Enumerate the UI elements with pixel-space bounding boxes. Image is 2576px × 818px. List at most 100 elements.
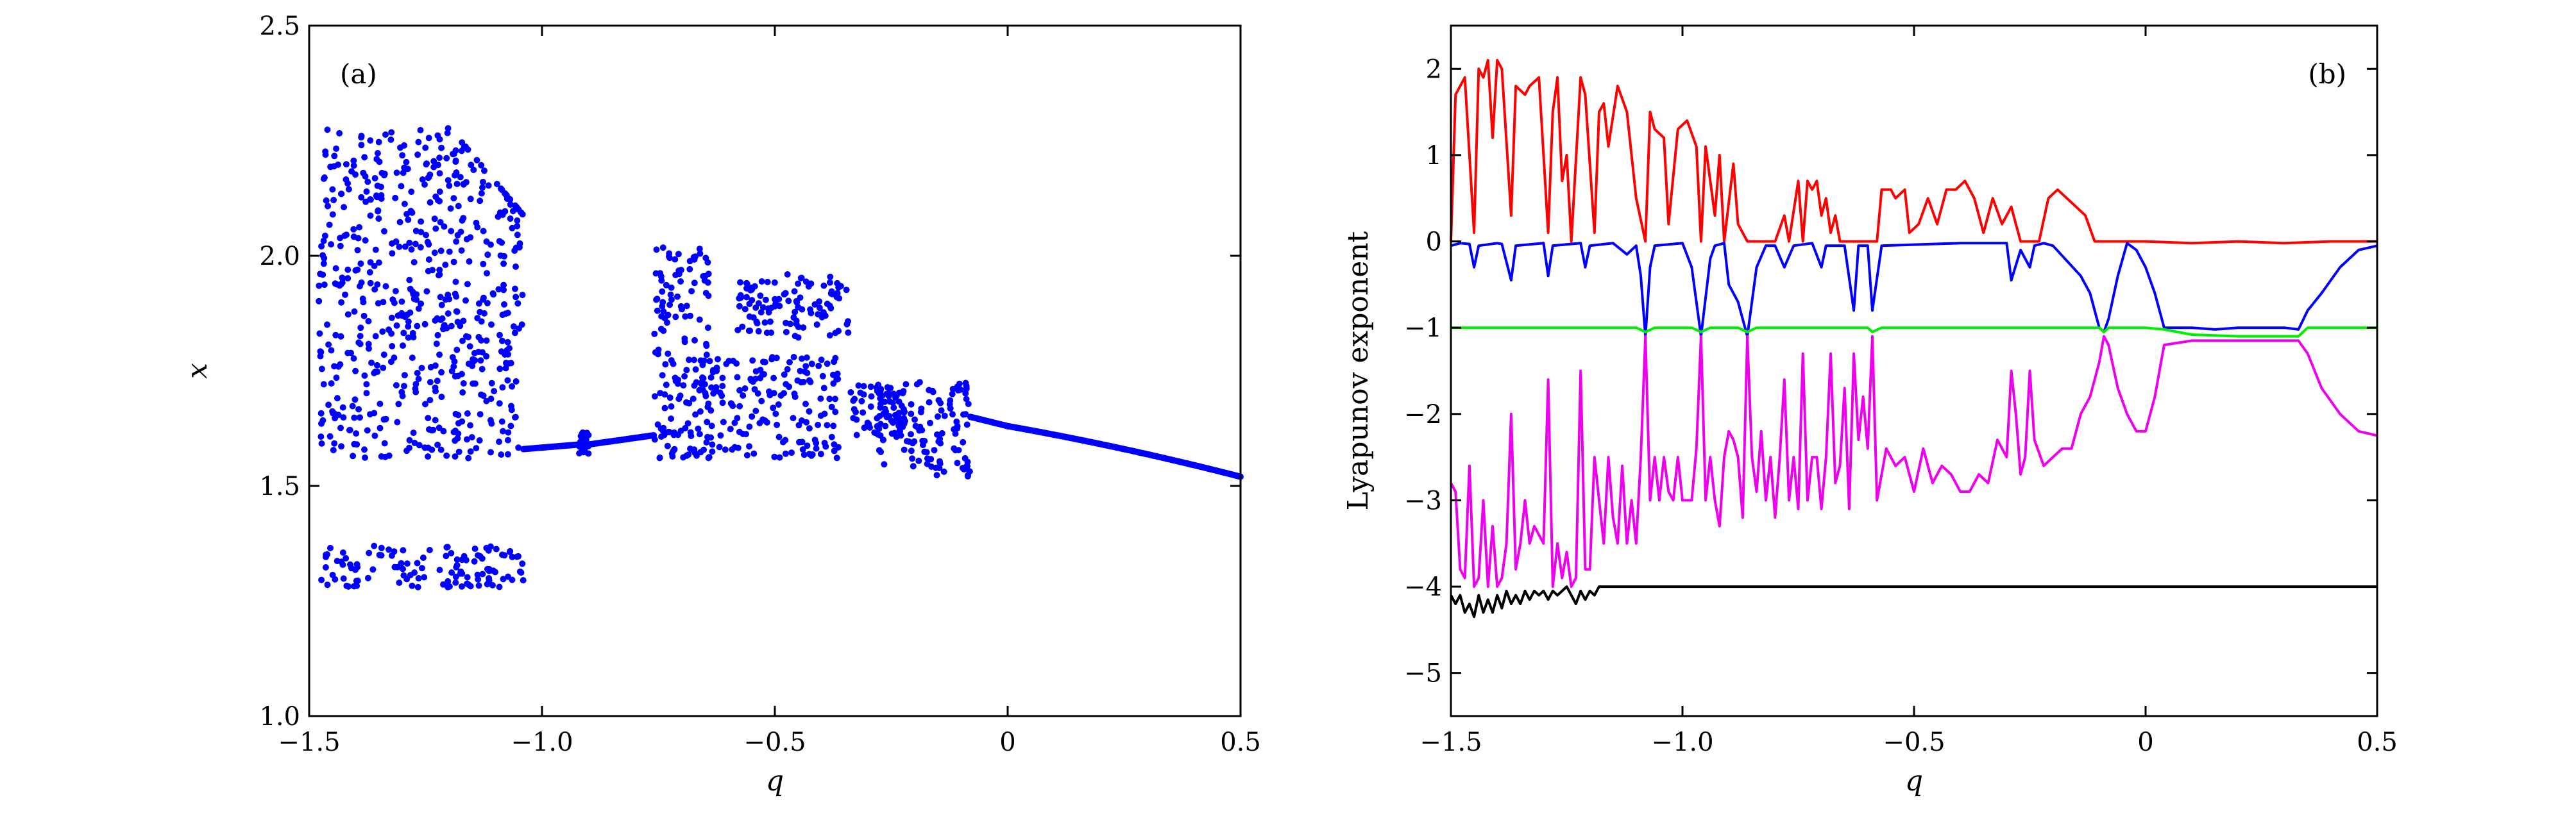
bifurcation-point <box>504 377 511 384</box>
bifurcation-point <box>884 384 891 391</box>
bifurcation-point <box>746 313 753 320</box>
bifurcation-point <box>868 393 875 400</box>
bifurcation-point <box>392 194 399 201</box>
bifurcation-point <box>322 564 329 571</box>
bifurcation-point <box>822 443 829 450</box>
bifurcation-point <box>346 427 353 433</box>
bifurcation-point <box>504 437 511 444</box>
bifurcation-point <box>436 154 443 162</box>
bifurcation-point <box>817 451 824 458</box>
bifurcation-point <box>386 326 392 333</box>
bifurcation-point <box>496 331 503 338</box>
panel-b-label: (b) <box>2308 58 2346 90</box>
bifurcation-point <box>764 278 771 285</box>
bifurcation-point <box>350 162 357 169</box>
bifurcation-point <box>396 219 403 226</box>
bifurcation-point <box>864 422 871 429</box>
bifurcation-point <box>452 579 459 586</box>
bifurcation-point <box>746 443 752 450</box>
bifurcation-point <box>515 553 521 560</box>
bifurcation-point <box>484 251 491 258</box>
bifurcation-point <box>434 441 441 448</box>
bifurcation-point <box>375 215 382 222</box>
bifurcation-point <box>417 127 424 133</box>
bifurcation-point <box>335 363 342 370</box>
y-tick-label: 0 <box>1426 228 1442 257</box>
bifurcation-point <box>365 318 372 324</box>
bifurcation-point <box>354 563 361 571</box>
bifurcation-point <box>923 449 930 456</box>
bifurcation-point <box>438 144 445 151</box>
bifurcation-point <box>487 241 494 248</box>
bifurcation-point <box>793 321 800 328</box>
bifurcation-point <box>965 472 971 479</box>
bifurcation-point <box>779 438 786 446</box>
bifurcation-point <box>453 238 460 245</box>
bifurcation-point <box>663 381 670 388</box>
bifurcation-point <box>318 576 325 583</box>
bifurcation-point <box>475 576 482 583</box>
bifurcation-point <box>388 129 395 136</box>
bifurcation-point <box>736 303 743 310</box>
bifurcation-point <box>850 415 857 422</box>
bifurcation-point <box>455 430 462 437</box>
bifurcation-point <box>354 247 361 254</box>
bifurcation-point <box>901 415 908 422</box>
bifurcation-point <box>487 417 494 424</box>
bifurcation-point <box>430 158 437 165</box>
lyapunov-series-line <box>1450 335 2378 588</box>
bifurcation-point <box>343 555 350 562</box>
bifurcation-point <box>759 304 767 311</box>
bifurcation-point <box>828 403 835 410</box>
bifurcation-point <box>897 432 904 439</box>
bifurcation-point <box>344 349 352 356</box>
bifurcation-point <box>446 182 453 189</box>
bifurcation-point <box>509 383 516 390</box>
bifurcation-point <box>382 131 389 138</box>
bifurcation-point <box>683 303 690 310</box>
bifurcation-point <box>498 418 505 425</box>
bifurcation-point <box>877 385 885 392</box>
bifurcation-point <box>781 371 788 378</box>
bifurcation-point <box>338 443 344 450</box>
bifurcation-point <box>363 390 370 397</box>
bifurcation-point <box>891 418 898 424</box>
bifurcation-point <box>333 146 340 152</box>
bifurcation-point <box>686 400 693 406</box>
bifurcation-point <box>736 403 743 410</box>
bifurcation-point <box>470 167 477 173</box>
bifurcation-point <box>686 265 693 272</box>
x-tick-label: 0 <box>999 728 1015 757</box>
bifurcation-point <box>321 281 328 288</box>
bifurcation-point <box>507 196 514 203</box>
bifurcation-point <box>651 330 658 337</box>
bifurcation-point <box>371 286 378 293</box>
bifurcation-point <box>442 262 449 269</box>
bifurcation-point <box>479 184 486 191</box>
bifurcation-point <box>412 228 419 235</box>
bifurcation-point <box>768 305 775 312</box>
bifurcation-point <box>392 288 399 295</box>
bifurcation-point <box>730 358 737 364</box>
bifurcation-point <box>434 315 441 322</box>
bifurcation-point <box>734 326 741 333</box>
bifurcation-point <box>924 460 931 467</box>
bifurcation-point <box>450 258 457 265</box>
bifurcation-point <box>817 395 824 402</box>
bifurcation-point <box>661 405 668 412</box>
bifurcation-point <box>770 405 777 412</box>
bifurcation-point <box>962 411 969 418</box>
bifurcation-point <box>826 332 833 339</box>
bifurcation-point <box>729 446 736 453</box>
bifurcation-point <box>480 178 486 185</box>
bifurcation-point <box>736 387 743 394</box>
bifurcation-point <box>425 453 432 460</box>
panel-a-ticks: −1.5 −1.0 −0.5 0 0.5 1.0 1.5 2.0 2.5 <box>259 12 1260 757</box>
bifurcation-point <box>659 244 666 251</box>
bifurcation-point <box>808 310 815 317</box>
bifurcation-point <box>831 441 838 448</box>
bifurcation-point <box>467 422 474 429</box>
bifurcation-point <box>903 438 910 445</box>
bifurcation-point <box>963 383 970 389</box>
bifurcation-point <box>890 399 896 406</box>
